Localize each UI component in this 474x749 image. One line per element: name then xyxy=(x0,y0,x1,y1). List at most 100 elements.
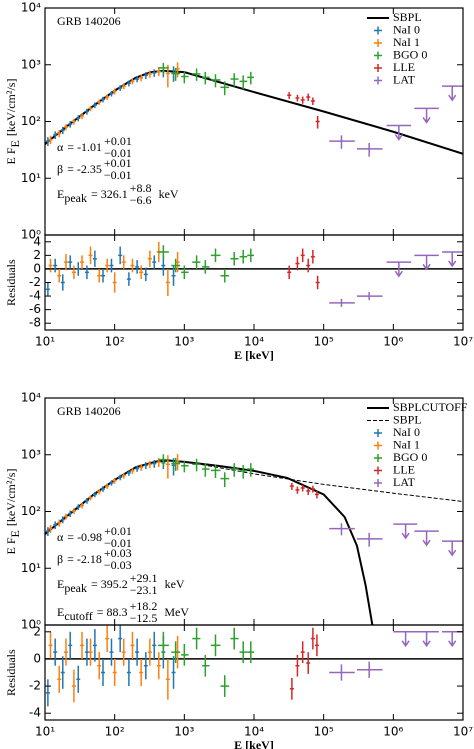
y-tick-label: 10² xyxy=(21,504,41,518)
plot-frame xyxy=(44,234,464,331)
legend-label: LLE xyxy=(393,462,415,476)
plot-area xyxy=(45,454,463,625)
y-label-text: [keV/cm²/s] xyxy=(4,469,18,527)
legend-label: LAT xyxy=(393,72,416,86)
annotation: peak xyxy=(64,191,87,205)
legend-label: SBPL xyxy=(393,412,422,426)
x-tick-label: 10³ xyxy=(174,335,194,349)
y-tick-label: -2 xyxy=(29,275,41,289)
y-label: E FE [keV/cm²/s] xyxy=(4,469,22,555)
annotation: E xyxy=(57,577,64,591)
annotation: +0.01 xyxy=(104,524,132,538)
legend-label: LAT xyxy=(393,475,416,489)
annotation: β xyxy=(57,162,63,176)
plot-area xyxy=(45,241,463,307)
annotation: −0.01 xyxy=(104,536,132,550)
x-tick-label: 10⁴ xyxy=(244,725,264,739)
annotation: −23.1 xyxy=(130,583,158,597)
annotation: = 88.3 xyxy=(97,605,128,619)
y-tick-label: 10³ xyxy=(21,57,41,71)
x-label: E [keV] xyxy=(234,738,274,749)
annotation: +18.2 xyxy=(130,599,158,613)
x-tick-label: 10⁵ xyxy=(314,725,334,739)
y-label-text: Residuals xyxy=(4,259,18,306)
annotation: −12.5 xyxy=(130,611,158,625)
annotation: = -0.98 xyxy=(67,530,102,544)
x-tick-label: 10³ xyxy=(174,725,194,739)
legend-label: NaI 1 xyxy=(393,437,420,451)
upper-limit xyxy=(422,631,431,648)
upper-limit xyxy=(401,631,410,648)
upper-limit xyxy=(394,262,403,278)
upper-limit xyxy=(448,541,457,557)
legend-label: NaI 0 xyxy=(393,22,420,36)
legend-label: BGO 0 xyxy=(393,47,427,61)
y-label-text: E F xyxy=(4,537,18,554)
y-tick-label: 10⁰ xyxy=(21,228,41,242)
y-tick-label: 10⁴ xyxy=(21,1,41,15)
y-tick-label: 10² xyxy=(21,114,41,128)
legend-label: NaI 1 xyxy=(393,35,420,49)
y-label-text: Residuals xyxy=(4,649,18,696)
annotation: +0.01 xyxy=(104,134,132,148)
upper-limit xyxy=(401,524,410,540)
annotation: +0.03 xyxy=(104,546,132,560)
y-tick-label: 4 xyxy=(33,234,41,248)
y-tick-label: -4 xyxy=(29,289,41,303)
legend-label: LLE xyxy=(393,60,415,74)
y-tick-label: -8 xyxy=(29,316,41,330)
annotation: cutoff xyxy=(64,609,92,623)
legend-label: NaI 0 xyxy=(393,425,420,439)
annotation: α xyxy=(57,530,64,544)
y-tick-label: -4 xyxy=(29,706,41,720)
y-tick-label: 0 xyxy=(33,651,41,665)
x-tick-label: 10² xyxy=(105,725,125,739)
annotation: E xyxy=(57,605,64,619)
y-tick-label: 10³ xyxy=(21,447,41,461)
y-tick-label: -6 xyxy=(29,302,41,316)
y-tick-label: 10¹ xyxy=(21,561,41,575)
y-tick-label: 2 xyxy=(33,248,41,262)
x-tick-label: 10⁷ xyxy=(453,725,473,739)
legend-label: SBPL xyxy=(393,10,422,24)
y-label-text: E F xyxy=(4,147,18,164)
y-tick-label: 0 xyxy=(33,261,41,275)
annotation: = 395.2 xyxy=(91,577,128,591)
annotation: E xyxy=(57,187,64,201)
y-tick-label: -2 xyxy=(29,679,41,693)
annotation: MeV xyxy=(164,605,189,619)
upper-limit xyxy=(448,86,457,102)
x-label: E [keV] xyxy=(234,348,274,362)
upper-limit xyxy=(422,531,431,547)
upper-limit xyxy=(422,108,431,124)
annotation: α xyxy=(57,140,64,154)
x-tick-label: 10⁶ xyxy=(383,335,403,349)
y-tick-label: 2 xyxy=(33,624,41,638)
plot-frame xyxy=(44,624,464,721)
annotation: +8.8 xyxy=(130,181,152,195)
x-tick-label: 10¹ xyxy=(35,725,55,739)
upper-limit xyxy=(394,125,403,141)
model-line xyxy=(45,459,374,625)
x-tick-label: 10⁶ xyxy=(383,725,403,739)
plot-area xyxy=(45,62,463,157)
annotation: −6.6 xyxy=(130,193,152,207)
annotation: GRB 140206 xyxy=(57,404,121,418)
annotation: = -1.01 xyxy=(67,140,102,154)
legend-label: BGO 0 xyxy=(393,450,427,464)
y-tick-label: 10¹ xyxy=(21,171,41,185)
annotation: peak xyxy=(64,581,87,595)
annotation: GRB 140206 xyxy=(57,14,121,28)
y-label-text: E xyxy=(8,140,22,147)
annotation: +29.1 xyxy=(130,571,158,585)
annotation: = 326.1 xyxy=(91,187,128,201)
model-line xyxy=(184,461,463,503)
x-tick-label: 10⁵ xyxy=(314,335,334,349)
x-tick-label: 10⁷ xyxy=(453,335,473,349)
x-tick-label: 10² xyxy=(105,335,125,349)
annotation: β xyxy=(57,552,63,566)
upper-limit xyxy=(422,255,431,271)
